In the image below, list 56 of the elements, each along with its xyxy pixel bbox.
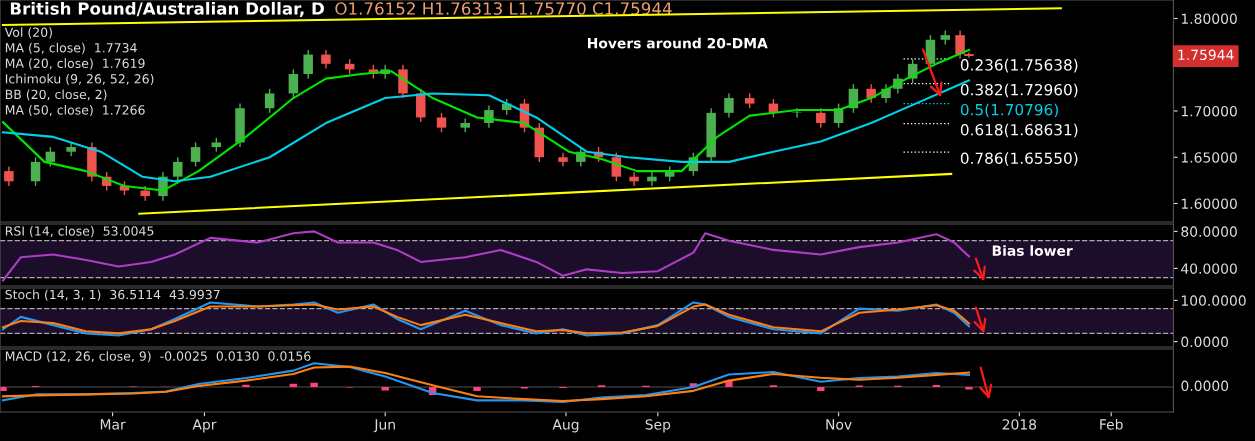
- candlestick: [436, 112, 447, 133]
- candlestick: [558, 151, 568, 168]
- candlestick: [264, 88, 275, 114]
- x-tick-label: Jun: [373, 419, 395, 433]
- candlestick: [321, 49, 331, 70]
- y-tick-label: 1.70000: [1181, 105, 1237, 117]
- candlestick: [303, 49, 313, 80]
- annotation: BB (20, close, 2): [5, 89, 107, 101]
- annotation: MA (5, close) 1.7734: [5, 42, 137, 54]
- candlestick: [45, 146, 56, 168]
- text: MACD (12, 26, close, 9) -0.0025 0.0130 0.0156: [5, 351, 311, 363]
- x-tick-label: 2018: [1002, 419, 1037, 430]
- ref-line-label: 0.786(1.65550): [960, 152, 1078, 166]
- candlestick: [724, 92, 734, 119]
- bar: [817, 387, 825, 392]
- x-tick-label: Nov: [826, 419, 852, 430]
- candlestick: [190, 141, 201, 168]
- candlestick: [629, 171, 639, 187]
- candlestick: [816, 107, 826, 129]
- annotation: Ichimoku (9, 26, 52, 26): [5, 73, 154, 86]
- candlestick: [288, 68, 299, 99]
- candlestick: [30, 156, 41, 187]
- bar: [381, 387, 389, 391]
- chart-title: British Pound/Australian Dollar, D: [10, 1, 324, 17]
- x-tick-label: Sep: [645, 419, 671, 433]
- annotation: Vol (20): [4, 27, 52, 39]
- ref-line-label: 0.5(1.70796): [960, 103, 1058, 118]
- candlestick: [647, 171, 657, 187]
- ref-line-label: 0.382(1.72960): [960, 83, 1078, 98]
- bar: [473, 387, 481, 392]
- annotation: Stoch (14, 3, 1) 36.5114 43.9937: [5, 289, 220, 301]
- annotation: RSI (14, close) 53.0045: [5, 226, 154, 238]
- ref-line-label: 0.236(1.75638): [960, 58, 1078, 73]
- x-tick-label: Mar: [100, 419, 126, 430]
- candlestick: [792, 107, 802, 119]
- y-tick-label: 80.0000: [1181, 226, 1237, 237]
- bar: [310, 382, 318, 388]
- y-tick-label: 100.0000: [1181, 295, 1246, 306]
- chart-subtitle: O1.76152 H1.76313 L1.75770 C1.75944: [335, 2, 672, 15]
- annotation: MA (20, close) 1.7619: [5, 58, 145, 70]
- candlestick: [173, 156, 183, 182]
- candlestick: [866, 83, 876, 104]
- y-tick-label: 1.60000: [1181, 198, 1237, 209]
- annotation: MA (50, close) 1.7266: [5, 104, 145, 117]
- y-tick-label: 0.0000: [1181, 336, 1229, 348]
- x-tick-label: Apr: [192, 419, 217, 433]
- annotation: Bias lower: [992, 245, 1073, 256]
- text: 1.75944: [1178, 49, 1234, 61]
- x-tick-label: Feb: [1100, 418, 1123, 430]
- x-tick-label: Aug: [552, 419, 579, 433]
- ref-line-label: 0.618(1.68631): [960, 123, 1078, 138]
- y-tick-label: 40.0000: [1181, 263, 1237, 274]
- y-tick-label: 1.80000: [1181, 13, 1237, 24]
- annotation: Hovers around 20-DMA: [587, 37, 768, 49]
- candlestick: [4, 165, 14, 187]
- y-tick-label: 1.65000: [1181, 152, 1237, 163]
